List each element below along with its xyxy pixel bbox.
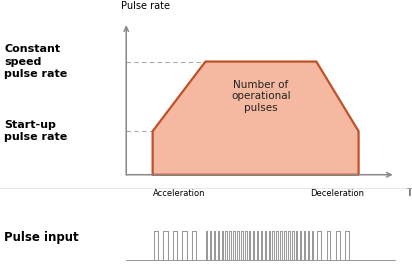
Text: Time: Time (406, 188, 412, 199)
Text: Constant
speed
pulse rate: Constant speed pulse rate (4, 44, 68, 79)
Polygon shape (152, 62, 358, 175)
Text: Number of
operational
pulses: Number of operational pulses (231, 80, 291, 113)
Text: Deceleration: Deceleration (310, 189, 365, 198)
Text: Pulse input: Pulse input (4, 232, 79, 244)
Text: Start-up
pulse rate: Start-up pulse rate (4, 120, 68, 143)
Text: Pulse rate: Pulse rate (121, 1, 170, 11)
Text: Acceleration: Acceleration (153, 189, 205, 198)
